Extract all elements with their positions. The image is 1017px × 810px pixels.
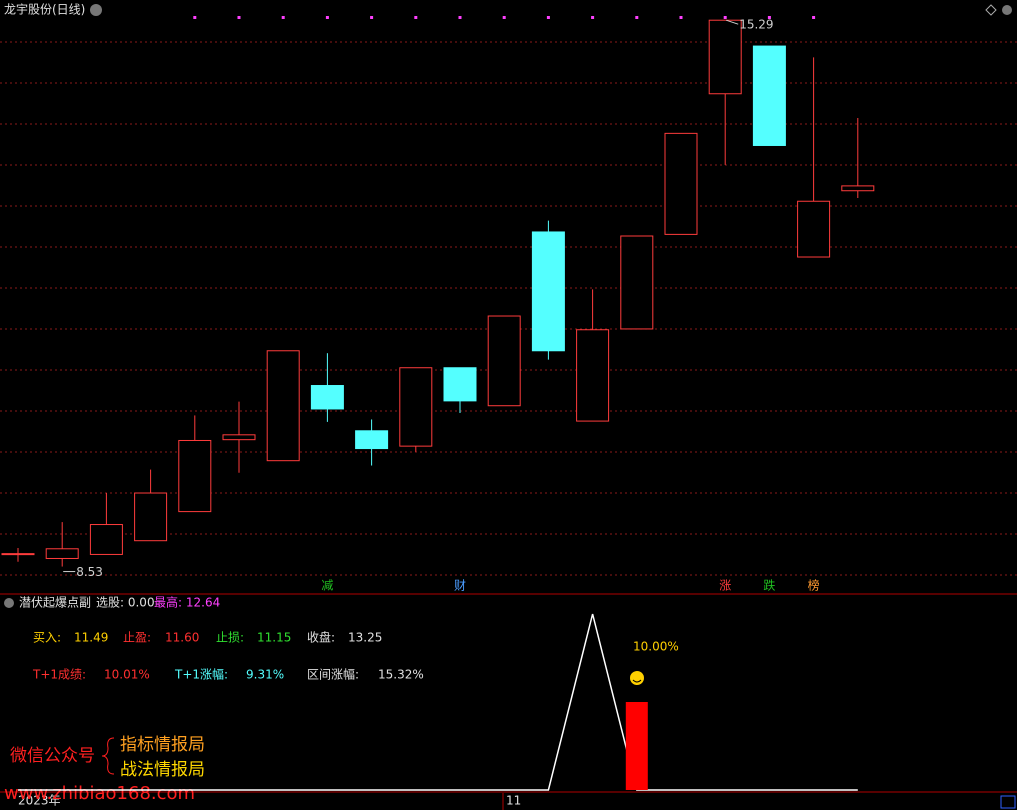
marker-dot bbox=[546, 16, 550, 19]
watermark-url: www.zhibiao168.com bbox=[4, 783, 195, 804]
candle-body bbox=[178, 439, 212, 513]
signal-bar bbox=[625, 702, 648, 790]
signal: 涨 bbox=[719, 578, 731, 593]
candle-body bbox=[134, 492, 168, 542]
candle-body bbox=[708, 19, 742, 95]
stat-label: T+1成绩: bbox=[32, 668, 86, 682]
high-arrow bbox=[726, 19, 739, 25]
stat-label: 收盘: bbox=[307, 630, 335, 645]
stat-label: 区间涨幅: bbox=[307, 667, 359, 682]
marker-dot bbox=[502, 16, 506, 19]
stat-label: 止损: bbox=[216, 631, 244, 645]
low-label: 8.53 bbox=[76, 565, 103, 579]
candle-body bbox=[1, 553, 35, 556]
scroll-button[interactable] bbox=[1000, 795, 1016, 809]
marker-dot bbox=[723, 16, 727, 19]
candle-body bbox=[797, 200, 831, 258]
stat-value: 10.01% bbox=[104, 668, 150, 682]
candle-body bbox=[841, 185, 875, 192]
candle-body bbox=[620, 235, 654, 330]
indicator-select: 选股: 0.00 bbox=[96, 596, 155, 610]
marker-dot bbox=[458, 16, 462, 19]
candle-body bbox=[487, 315, 521, 407]
marker-dot bbox=[325, 16, 329, 19]
candle-body bbox=[45, 548, 79, 559]
brace bbox=[101, 737, 115, 775]
marker-dot bbox=[767, 16, 771, 19]
candle-body bbox=[266, 350, 300, 462]
panel-icon[interactable] bbox=[4, 598, 14, 608]
candle-body bbox=[443, 367, 477, 402]
marker-dot bbox=[812, 16, 816, 19]
watermark-account: 微信公众号 bbox=[10, 746, 95, 766]
axis-month: 11 bbox=[506, 794, 521, 808]
signal: 财 bbox=[454, 579, 466, 593]
candle-body bbox=[576, 329, 610, 422]
candle-body bbox=[355, 430, 389, 450]
marker-dot bbox=[635, 16, 639, 19]
candle-body bbox=[664, 132, 698, 235]
signal-line bbox=[18, 613, 858, 791]
smiley bbox=[630, 671, 644, 685]
chart-title: 龙宇股份(日线) bbox=[4, 3, 85, 17]
watermark-line2: 战法情报局 bbox=[120, 760, 205, 780]
high-label: 15.29 bbox=[739, 18, 773, 32]
marker-dot bbox=[591, 16, 595, 19]
candle-body bbox=[89, 524, 123, 555]
stat-value: 11.49 bbox=[74, 631, 108, 645]
candle-body bbox=[222, 434, 256, 441]
stat-value: 11.15 bbox=[257, 631, 291, 645]
pct-label: 10.00% bbox=[633, 640, 679, 654]
stat-label: 止盈: bbox=[123, 631, 151, 645]
stat-value: 15.32% bbox=[378, 668, 424, 682]
menu-icon[interactable] bbox=[90, 4, 102, 16]
signal: 减 bbox=[321, 579, 333, 593]
settings-icon[interactable] bbox=[1002, 5, 1012, 15]
candle-body bbox=[310, 385, 344, 410]
marker-dot bbox=[193, 16, 197, 19]
candle-body bbox=[752, 45, 786, 146]
signal: 榜 bbox=[808, 578, 820, 593]
stat-value: 13.25 bbox=[348, 631, 382, 645]
diamond-icon[interactable] bbox=[985, 4, 997, 16]
watermark-line1: 指标情报局 bbox=[120, 735, 205, 755]
candle-body bbox=[399, 367, 433, 447]
stat-value: 11.60 bbox=[165, 631, 199, 645]
axis-year: 2023年 bbox=[18, 794, 61, 808]
marker-dot bbox=[370, 16, 374, 19]
stat-value: 9.31% bbox=[246, 668, 284, 682]
candle-body bbox=[531, 231, 565, 352]
indicator-high: 最高: 12.64 bbox=[154, 595, 220, 610]
marker-dot bbox=[281, 16, 285, 19]
signal: 跌 bbox=[763, 578, 775, 593]
stat-label: 买入: bbox=[33, 631, 61, 645]
marker-dot bbox=[237, 16, 241, 19]
marker-dot bbox=[679, 16, 683, 19]
marker-dot bbox=[414, 16, 418, 19]
smiley-mouth bbox=[632, 679, 642, 683]
stat-label: T+1涨幅: bbox=[174, 667, 228, 682]
indicator-name: 潜伏起爆点副 bbox=[19, 596, 91, 610]
